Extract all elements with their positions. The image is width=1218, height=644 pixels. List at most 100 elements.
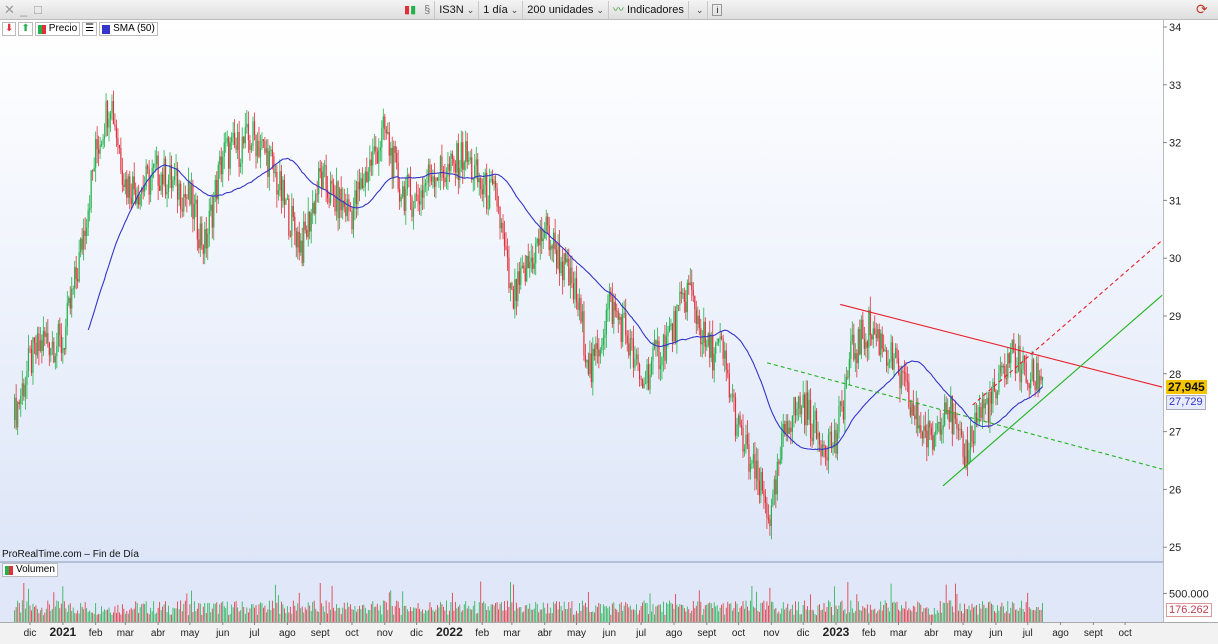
candle-body — [312, 202, 314, 214]
candle-body — [163, 158, 165, 185]
candle-body — [240, 163, 242, 167]
minimize-window-button[interactable]: _ — [20, 2, 28, 17]
candle-body — [703, 321, 705, 343]
candle-body — [223, 142, 225, 157]
candle — [181, 197, 183, 218]
candle — [475, 146, 477, 180]
candle — [509, 282, 512, 302]
candle — [164, 156, 167, 199]
candle-body — [303, 221, 305, 264]
candle-body — [436, 177, 439, 181]
candle-body — [256, 140, 259, 157]
x-tick-label: mar — [503, 628, 521, 639]
refresh-icon[interactable]: ⟳ — [1196, 1, 1208, 17]
candle-body — [301, 240, 303, 264]
units-select[interactable]: 200 unidades ⌄ — [522, 1, 608, 19]
info-button[interactable]: i — [707, 1, 726, 19]
candle — [321, 161, 323, 198]
candle-body — [1022, 355, 1024, 370]
legend-sma[interactable]: SMA (50) — [99, 22, 158, 36]
x-tick-label: abr — [151, 628, 166, 639]
candle — [829, 425, 831, 447]
candle — [474, 153, 476, 191]
candle — [385, 125, 387, 140]
candle — [411, 194, 413, 222]
candle-body — [394, 146, 396, 153]
candle-body — [112, 101, 115, 125]
candle-body — [517, 271, 519, 302]
candle-body — [154, 164, 156, 166]
candle-body — [196, 199, 198, 240]
candle — [36, 326, 39, 359]
candle — [886, 347, 888, 373]
legend-price[interactable]: Precio — [34, 22, 81, 36]
candle — [673, 305, 675, 345]
price-panel-bg — [0, 20, 1163, 562]
candle — [361, 167, 363, 190]
candle — [345, 193, 347, 222]
candle-body — [602, 337, 604, 346]
candle-body — [530, 257, 532, 262]
candle-body — [558, 243, 561, 274]
candle-body — [692, 289, 694, 296]
candle — [713, 347, 715, 383]
candle-body — [1027, 382, 1029, 385]
candle — [903, 360, 906, 387]
candle-body — [880, 333, 882, 355]
candle-body — [408, 174, 410, 179]
candle-body — [767, 517, 769, 520]
candle-body — [1016, 371, 1018, 374]
candle-body — [506, 249, 509, 258]
candle-body — [21, 383, 23, 396]
candle — [497, 195, 500, 215]
candle-body — [927, 421, 929, 448]
candle-body — [758, 480, 760, 496]
candle-body — [647, 364, 650, 390]
last-price-badge: 27,945 — [1166, 380, 1207, 394]
maximize-window-button[interactable]: □ — [34, 2, 42, 17]
candle — [360, 172, 362, 191]
link-icon[interactable]: § — [424, 4, 431, 16]
price-chart[interactable]: 25 26 27 28 29 30 31 32 33 34 dic 2021 feb mar abr may j… — [0, 20, 1218, 644]
candle — [96, 126, 98, 164]
candle — [626, 330, 628, 352]
legend-volume[interactable]: Volumen — [2, 563, 58, 577]
candle — [327, 175, 329, 205]
candle — [214, 174, 216, 203]
candle-body — [448, 163, 451, 171]
collapse-button[interactable]: ⬇ — [2, 22, 17, 36]
candle-body — [778, 461, 780, 464]
candlestick-icon[interactable]: ▮▮ — [404, 4, 417, 16]
candle-body — [90, 170, 92, 209]
candle — [27, 334, 30, 378]
candle — [351, 206, 353, 235]
candle — [767, 504, 769, 524]
indicators-dropdown[interactable]: ⌄ — [687, 1, 708, 19]
candle — [45, 322, 47, 344]
candle — [524, 254, 526, 286]
candle — [304, 213, 306, 234]
candle — [950, 386, 952, 423]
candle — [100, 140, 103, 148]
candle-body — [170, 164, 173, 189]
candle-body — [526, 255, 528, 282]
candle — [424, 178, 427, 193]
list-button[interactable]: ☰ — [82, 22, 98, 36]
candle — [298, 221, 300, 261]
indicators-button[interactable]: 〰 Indicadores — [607, 1, 688, 19]
candle — [259, 134, 262, 169]
candle — [1030, 372, 1032, 395]
x-tick-label: may — [180, 628, 199, 639]
close-window-button[interactable]: ✕ — [4, 2, 15, 17]
expand-button[interactable]: ⬆ — [18, 22, 33, 36]
y-tick-label: 25 — [1169, 542, 1181, 554]
timeframe-select[interactable]: 1 día ⌄ — [478, 1, 522, 19]
candle — [520, 257, 522, 290]
candle-body — [53, 341, 55, 363]
x-tick-label: dic — [410, 628, 423, 639]
candle — [78, 239, 80, 283]
candle — [888, 358, 891, 369]
symbol-select[interactable]: IS3N ⌄ — [434, 1, 478, 19]
candle — [84, 217, 86, 250]
candle-body — [587, 359, 589, 375]
